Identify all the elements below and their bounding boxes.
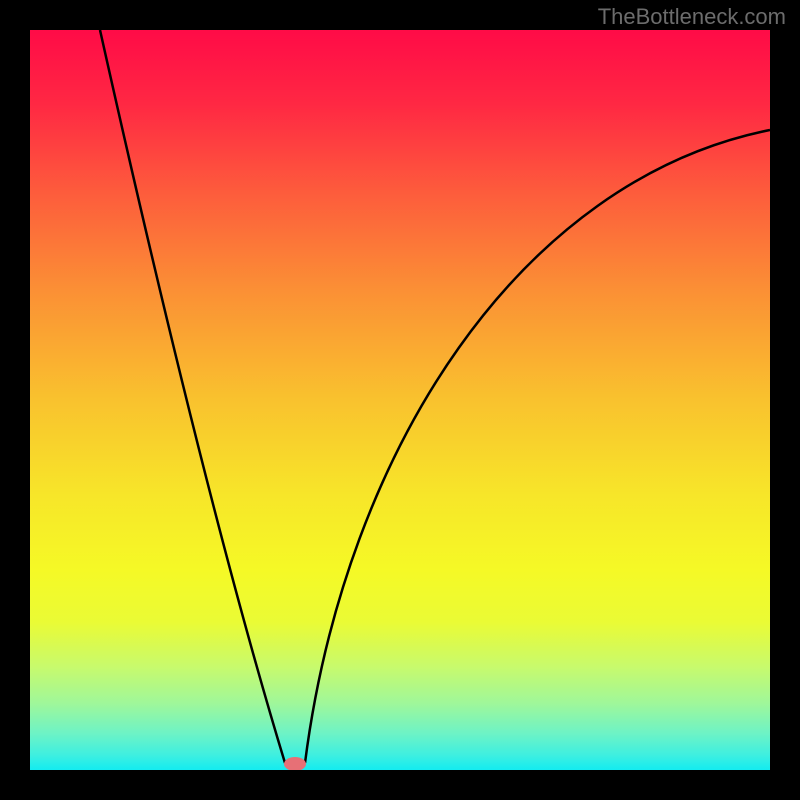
- curve-left-branch: [100, 30, 285, 763]
- curve-layer: [30, 30, 770, 770]
- watermark-text: TheBottleneck.com: [598, 4, 786, 30]
- dip-marker: [284, 757, 306, 770]
- plot-area: [30, 30, 770, 770]
- curve-right-branch: [305, 130, 770, 763]
